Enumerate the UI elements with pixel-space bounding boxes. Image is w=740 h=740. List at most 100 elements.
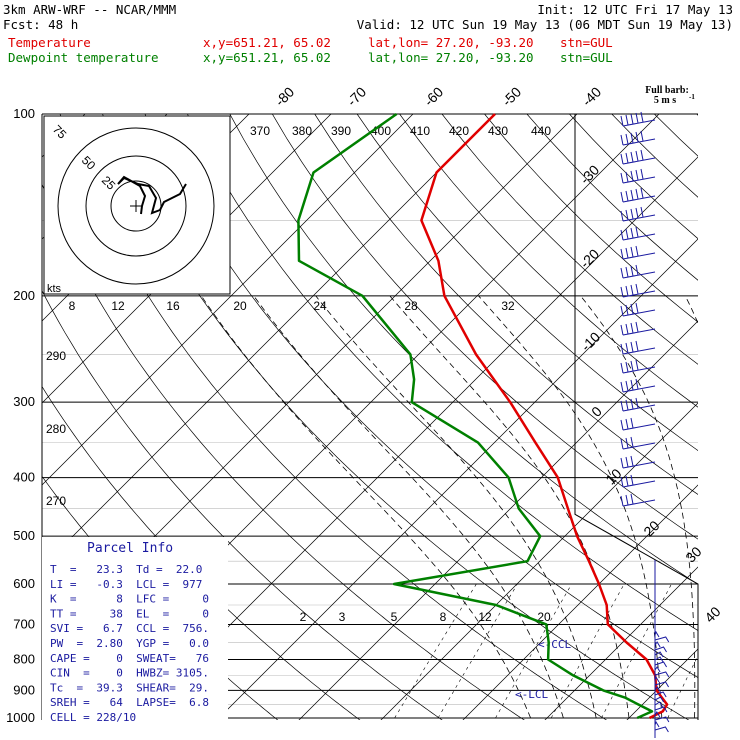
- wind-barb-flag: [635, 188, 639, 200]
- wind-barb-lower: [654, 656, 664, 663]
- parcel-info-row: PW = 2.80 YGP = 0.0: [50, 637, 209, 650]
- wind-barb-flag: [635, 397, 639, 409]
- wind-legend-value: 5 m s: [654, 95, 676, 106]
- parcel-info-row: CIN = 0 HWBZ= 3105.: [50, 667, 209, 680]
- pressure-tick-label: 500: [13, 528, 35, 543]
- wind-barb-flag: [630, 132, 634, 144]
- wind-barb-flag: [625, 247, 629, 259]
- wind-barb-shaft: [622, 461, 656, 469]
- wind-barb-flag: [630, 189, 634, 201]
- hodograph-frame: [43, 115, 231, 295]
- wind-barb-flag: [635, 340, 639, 352]
- pressure-tick-label: 800: [13, 651, 35, 666]
- theta-label: 370: [250, 124, 270, 138]
- wind-barb-flag: [635, 169, 639, 181]
- isotherm: [134, 156, 698, 720]
- wind-barb-lower: [654, 636, 670, 643]
- wind-barb-flag: [625, 209, 629, 221]
- wind-barb-flag: [630, 436, 634, 448]
- wind-barb-shaft: [622, 195, 656, 203]
- forecast-hour: Fcst: 48 h: [3, 17, 78, 32]
- mixing-ratio-line: [550, 583, 625, 719]
- wind-barb-flag: [620, 267, 624, 279]
- parcel-info-row: K = 8 LFC = 0: [50, 593, 209, 606]
- dry-adiabats: [42, 114, 698, 720]
- dewpoint-label: Dewpoint temperature: [8, 50, 159, 65]
- dewpoint-profile: [297, 112, 654, 720]
- wind-barb-shaft: [622, 366, 656, 374]
- temperature-latlon: lat,lon= 27.20, -93.20: [368, 35, 534, 50]
- isotherm: [380, 402, 698, 720]
- dry-adiabat: [314, 114, 698, 495]
- wind-barb-flag: [625, 304, 629, 316]
- wind-barb-flag: [625, 171, 629, 183]
- wind-barb-shaft: [622, 480, 656, 488]
- wind-barbs: [620, 111, 670, 738]
- wind-barb-flag: [620, 400, 624, 412]
- moist-adiabat-label: 24: [313, 299, 327, 313]
- hodograph-units-label: kts: [47, 283, 62, 295]
- mixing-ratio-line: [394, 583, 477, 719]
- isotherm: [462, 484, 698, 720]
- mixing-ratio-label: 3: [339, 610, 346, 624]
- wind-barb-flag: [620, 134, 624, 146]
- temperature-label: Temperature: [8, 35, 91, 50]
- wind-barb-flag: [625, 456, 629, 468]
- chart-header: 3km ARW-WRF -- NCAR/MMM Init: 12 UTC Fri…: [3, 2, 733, 65]
- temperature-xy: x,y=651.21, 65.02: [203, 35, 331, 50]
- moist-adiabat-label: 8: [69, 299, 76, 313]
- wind-barb-flag: [625, 494, 629, 506]
- dry-adiabat: [59, 114, 608, 720]
- wind-barb-flag: [630, 246, 634, 258]
- hodograph-center-marker: [130, 200, 142, 212]
- wind-barb-shaft: [622, 252, 656, 260]
- temperature-profile: [420, 113, 669, 720]
- pressure-tick-label: 1000: [6, 710, 35, 725]
- dry-adiabat: [42, 183, 525, 720]
- wind-barb-flag: [625, 190, 629, 202]
- dry-adiabat: [271, 114, 698, 540]
- theta-label: 410: [410, 124, 430, 138]
- parcel-info-row: CELL = 228/10: [50, 711, 136, 724]
- wind-barb-lower: [654, 691, 667, 698]
- wind-barb-lower: [654, 646, 667, 653]
- wind-barb-shaft: [622, 119, 656, 127]
- wind-barb-shaft: [622, 290, 656, 298]
- wind-barb-flag: [640, 149, 644, 161]
- theta-label: 420: [449, 124, 469, 138]
- theta-left-label: 270: [46, 494, 66, 508]
- wind-barb-flag: [635, 112, 639, 124]
- wind-barb-flag: [630, 341, 634, 353]
- wind-barb-flag: [635, 359, 639, 371]
- parcel-info-row: LI = -0.3 LCL = 977: [50, 578, 202, 591]
- wind-barb-flag: [625, 380, 629, 392]
- mixing-ratio-label: 20: [537, 610, 551, 624]
- parcel-info-row: Tc = 39.3 SHEAR= 29.: [50, 681, 209, 694]
- wind-barb-shaft: [622, 176, 656, 184]
- wind-barb-flag: [620, 457, 624, 469]
- wind-barb-flag: [635, 264, 639, 276]
- wind-barb-flag: [625, 361, 629, 373]
- wind-barb-lower: [654, 696, 664, 703]
- wind-barb-flag: [620, 210, 624, 222]
- mixing-ratio-label: 5: [391, 610, 398, 624]
- wind-barb-lower: [654, 661, 668, 668]
- wind-barb-shaft: [622, 499, 656, 507]
- wind-barb-shaft: [622, 309, 656, 317]
- mixing-ratio-label: 12: [478, 610, 492, 624]
- wind-barb-lower: [654, 716, 670, 723]
- isotherm: [216, 238, 698, 720]
- wind-barb-flag: [630, 170, 634, 182]
- model-title: 3km ARW-WRF -- NCAR/MMM: [3, 2, 176, 17]
- wind-barb-flag: [620, 115, 624, 127]
- valid-time: Valid: 12 UTC Sun 19 May 13 (06 MDT Sun …: [357, 17, 733, 32]
- wind-barb-flag: [640, 111, 644, 123]
- dry-adiabat: [187, 114, 698, 631]
- moist-adiabat-label: 20: [233, 299, 247, 313]
- wind-barb-shaft: [622, 138, 656, 146]
- wind-barb-flag: [630, 417, 634, 429]
- wind-barb-flag: [640, 130, 644, 142]
- wind-barb-lower: [654, 681, 670, 688]
